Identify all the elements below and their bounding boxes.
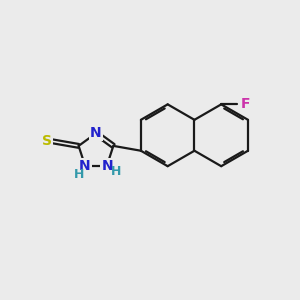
Text: N: N — [79, 159, 91, 173]
Text: N: N — [90, 126, 102, 140]
Text: N: N — [101, 159, 113, 173]
Text: S: S — [42, 134, 52, 148]
Text: H: H — [111, 165, 121, 178]
Text: H: H — [74, 168, 84, 181]
Text: F: F — [241, 97, 250, 111]
